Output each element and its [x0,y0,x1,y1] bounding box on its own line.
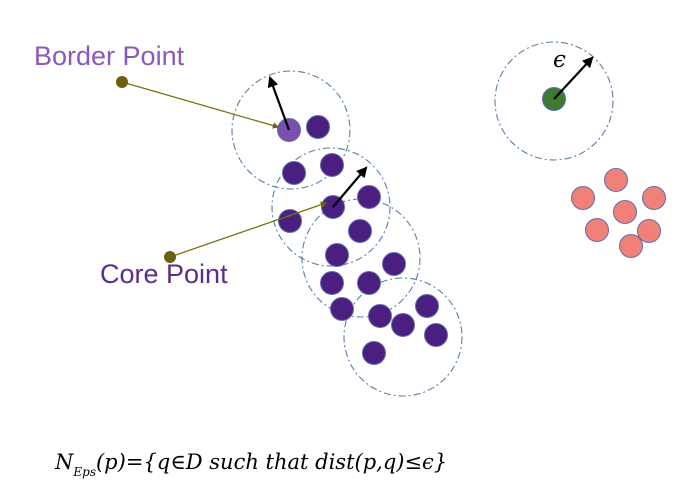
epsilon-neighborhood-circle [494,41,614,161]
radius-arrow-icon [332,166,368,208]
noise-point [642,186,666,210]
radius-arrow-icon [553,56,594,100]
formula-subscript: Eps [73,465,96,479]
cluster-point [320,271,344,295]
cluster-point [306,115,330,139]
core-point-label: Core Point [100,259,228,289]
epsilon-label: ϵ [553,47,566,73]
cluster-point [382,252,406,276]
cluster-point [325,243,349,267]
epsilon-neighborhood-circle [343,277,463,397]
noise-point [619,234,643,258]
epsilon-neighborhood-circle [271,147,391,267]
cluster-point [348,219,372,243]
cluster-point [391,313,415,337]
neighborhood-formula: NEps(p)={q∈D such that dist(p,q)≤ϵ} [55,450,448,479]
formula-body: (p)={q∈D such that dist(p,q)≤ϵ} [95,450,448,474]
core-pointer-dot [164,251,176,263]
cluster-point [320,153,344,177]
radius-arrow-icon [267,75,291,131]
epsilon-neighborhood-circle [301,198,421,318]
formula-n: N [55,450,74,474]
core-pointer-arrow-icon [169,201,328,258]
noise-point [571,186,595,210]
cluster-point [330,297,354,321]
cluster-point [357,185,381,209]
noise-point [585,218,609,242]
noise-point [613,200,637,224]
noise-point [604,168,628,192]
cluster-point [362,341,386,365]
border-pointer-arrow-icon [121,81,280,129]
epsilon-neighborhood-circle [231,70,351,190]
cluster-point [282,161,306,185]
cluster-point [368,304,392,328]
cluster-point [424,323,448,347]
cluster-point [415,294,439,318]
cluster-point [357,271,381,295]
border-pointer-dot [116,76,128,88]
noise-point [637,219,661,243]
border-point-label: Border Point [34,41,185,71]
cluster-point [278,209,302,233]
